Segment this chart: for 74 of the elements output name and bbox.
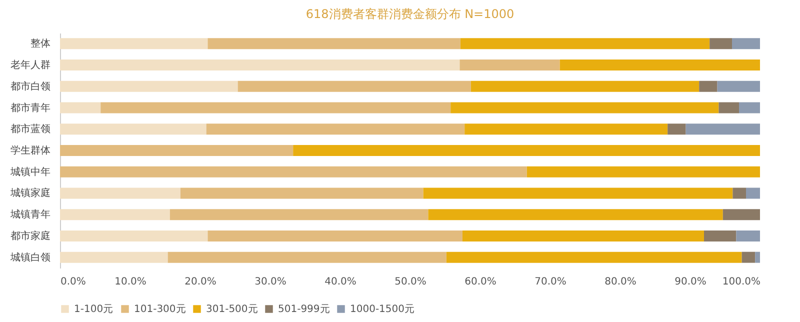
bar <box>732 38 760 50</box>
bar <box>704 230 736 242</box>
x-tick-label: 70.0% <box>534 276 566 288</box>
chart-title: 618消费者客群消费金额分布 N=1000 <box>306 7 514 21</box>
bar <box>464 124 668 135</box>
bar <box>60 252 168 263</box>
bar <box>739 102 760 114</box>
y-tick-label: 老年人群 <box>10 59 50 72</box>
bar <box>736 230 760 242</box>
bar <box>710 38 732 50</box>
bar <box>560 60 760 71</box>
x-tick-label: 0.0% <box>60 276 86 288</box>
bar <box>423 188 733 199</box>
bar <box>732 188 746 199</box>
bar <box>60 38 208 50</box>
y-tick-label: 都市家庭 <box>10 230 50 242</box>
bar <box>462 230 704 242</box>
x-tick-label: 50.0% <box>394 276 426 288</box>
bar <box>60 60 460 71</box>
bar <box>755 252 760 263</box>
x-tick-label: 90.0% <box>674 276 706 288</box>
bar <box>206 124 465 135</box>
bar <box>60 209 170 220</box>
bar <box>722 209 760 220</box>
x-tick-label: 30.0% <box>254 276 286 288</box>
bar <box>60 102 101 114</box>
legend-label: 1-100元 <box>74 304 114 315</box>
bar <box>460 38 710 50</box>
y-tick-label: 城镇家庭 <box>10 187 50 200</box>
y-tick-label: 都市青年 <box>10 102 50 114</box>
x-tick-label: 60.0% <box>464 276 496 288</box>
bar <box>428 209 723 220</box>
legend-label: 301-500元 <box>206 304 258 315</box>
bar <box>100 102 451 114</box>
bar <box>60 80 238 92</box>
legend-label: 501-999元 <box>278 304 330 315</box>
bar <box>526 166 760 178</box>
y-tick-label: 城镇中年 <box>10 166 50 178</box>
bar <box>208 38 460 50</box>
y-tick-label: 整体 <box>30 38 50 50</box>
bar <box>238 80 471 92</box>
bar <box>60 188 180 199</box>
bar <box>60 230 208 242</box>
bar <box>168 252 446 263</box>
x-tick-label: 20.0% <box>184 276 216 288</box>
x-tick-label: 80.0% <box>604 276 636 288</box>
bar <box>208 230 462 242</box>
bar <box>60 145 294 156</box>
bar <box>460 60 560 71</box>
bar <box>718 102 739 114</box>
legend-label: 101-300元 <box>134 304 186 315</box>
bar <box>170 209 428 220</box>
legend-label: 1000-1500元 <box>350 304 415 315</box>
bar <box>446 252 742 263</box>
y-tick-label: 都市白领 <box>10 80 50 92</box>
y-tick-label: 学生群体 <box>10 144 50 156</box>
bar <box>450 102 719 114</box>
bar <box>470 80 700 92</box>
x-tick-label: 10.0% <box>114 276 146 288</box>
bar <box>668 124 686 135</box>
bar <box>742 252 756 263</box>
bar <box>699 80 718 92</box>
bar <box>717 80 760 92</box>
y-tick-label: 城镇白领 <box>10 251 50 264</box>
bar <box>60 166 527 178</box>
bar <box>746 188 760 199</box>
y-tick-label: 城镇青年 <box>10 208 50 221</box>
x-tick-label: 100.0% <box>722 276 760 288</box>
bar <box>60 124 206 135</box>
x-tick-label: 40.0% <box>324 276 356 288</box>
bar <box>293 145 760 156</box>
bar <box>686 124 760 135</box>
y-tick-label: 都市蓝领 <box>10 123 50 136</box>
bar <box>180 188 424 199</box>
